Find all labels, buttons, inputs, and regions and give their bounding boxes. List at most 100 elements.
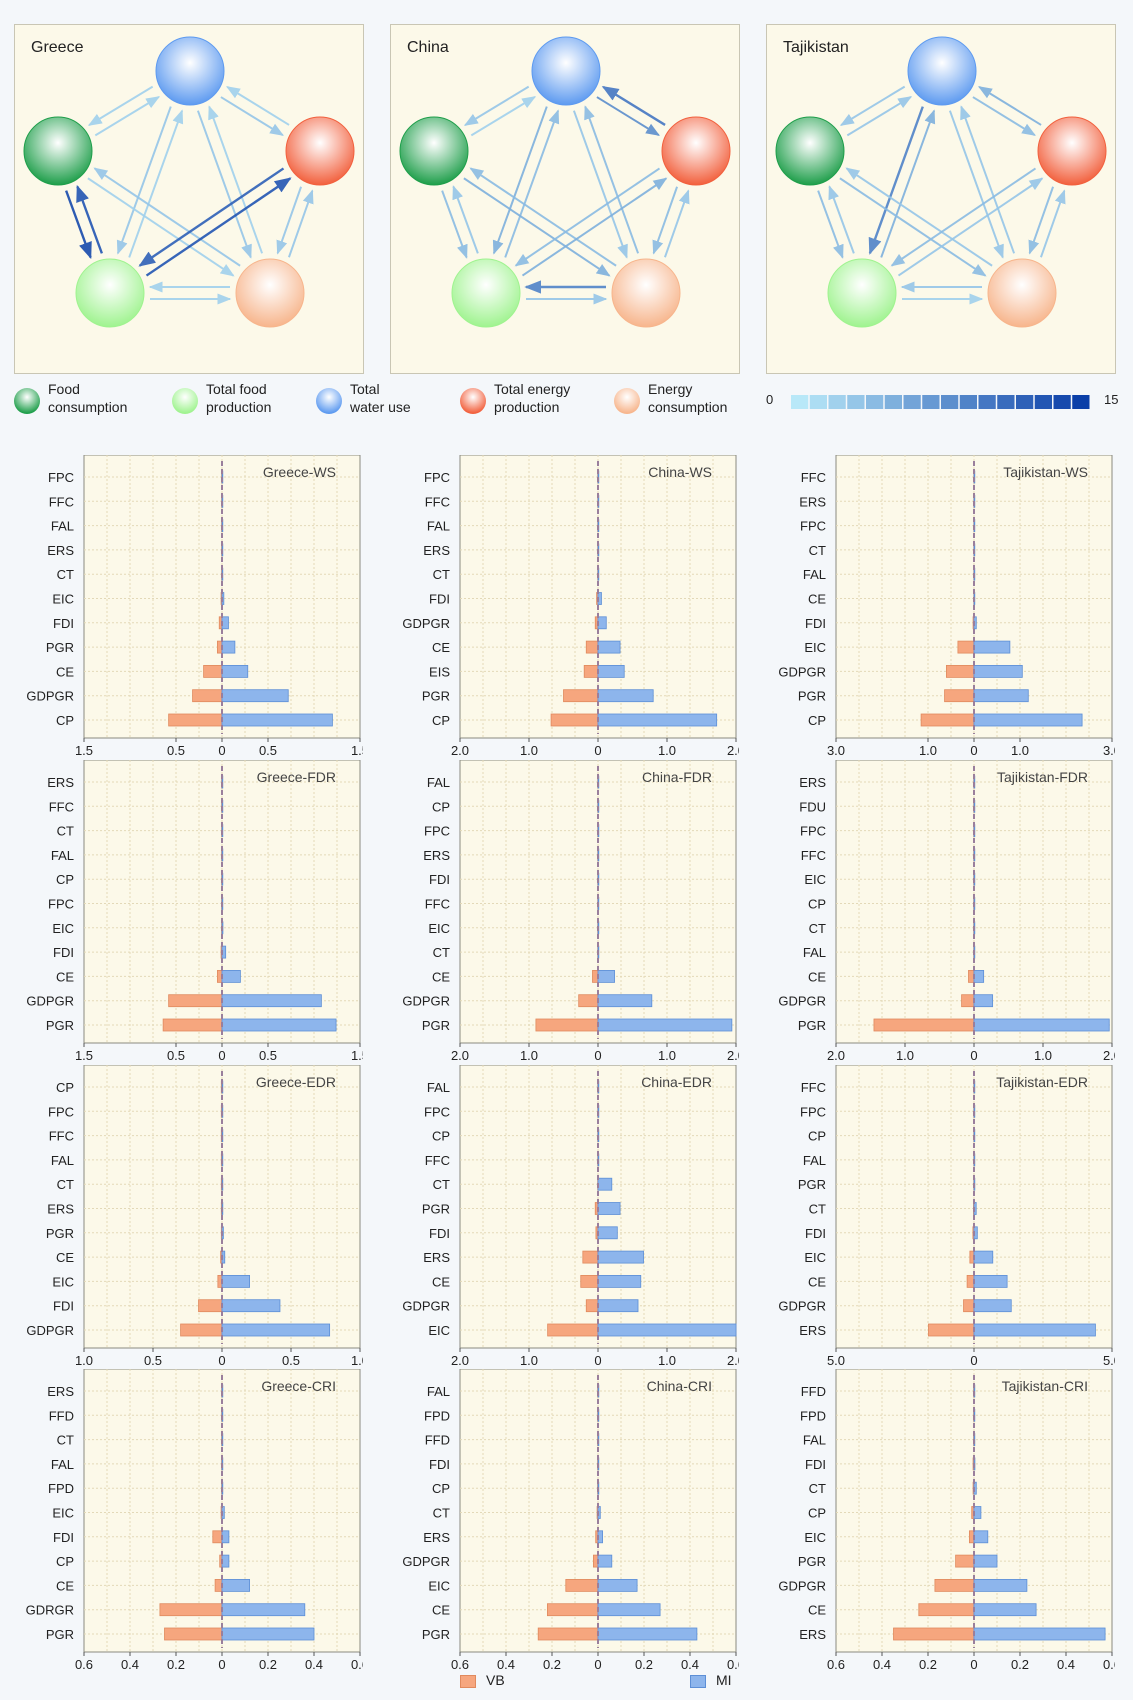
tick-label: 0 bbox=[218, 1048, 225, 1063]
vb-bar bbox=[945, 664, 975, 678]
water-node bbox=[907, 36, 977, 106]
water-node bbox=[531, 36, 601, 106]
energy-production-node bbox=[661, 116, 731, 186]
vb-bar bbox=[214, 1578, 223, 1592]
category-label: CT bbox=[433, 567, 450, 582]
category-label: PGR bbox=[798, 1018, 826, 1033]
tick-label: 0.5 bbox=[144, 1353, 162, 1368]
category-label: CT bbox=[57, 567, 74, 582]
vb-bar bbox=[203, 664, 223, 678]
vb-bar bbox=[957, 640, 975, 654]
tick-label: 0.5 bbox=[167, 743, 185, 758]
category-label: ERS bbox=[47, 543, 74, 558]
mi-bar bbox=[973, 1627, 1106, 1641]
network-panel-china: China bbox=[390, 24, 740, 374]
network-link bbox=[463, 177, 611, 277]
legend-label: Energy bbox=[648, 381, 693, 397]
category-label: PGR bbox=[422, 1627, 450, 1642]
energy-consumption-node bbox=[235, 258, 305, 328]
tick-label: 0 bbox=[970, 743, 977, 758]
category-label: FFC bbox=[49, 1129, 74, 1144]
category-label: FFC bbox=[801, 848, 826, 863]
network-link bbox=[208, 105, 264, 254]
category-label: FPC bbox=[48, 470, 74, 485]
mi-bar bbox=[597, 664, 625, 678]
network-link bbox=[145, 177, 292, 277]
tick-label: 2.0 bbox=[827, 1048, 845, 1063]
network-link bbox=[87, 177, 235, 277]
scale-step bbox=[959, 395, 977, 409]
bar-chart: FFD FPD FAL FDI CT CP EIC PGR GDPGR CE ERS Tajikist… bbox=[778, 1369, 1115, 1672]
category-label: FFC bbox=[425, 1153, 450, 1168]
tick-label: 0.4 bbox=[305, 1657, 323, 1672]
tick-label: 0.4 bbox=[497, 1657, 515, 1672]
category-label: GDPGR bbox=[778, 664, 826, 679]
scale-step bbox=[847, 395, 865, 409]
category-label: FFC bbox=[425, 494, 450, 509]
mi-bar bbox=[597, 1274, 642, 1288]
category-label: CT bbox=[433, 1506, 450, 1521]
color-scale-bar bbox=[791, 395, 1090, 409]
legend-label: Food bbox=[48, 381, 80, 397]
category-label: CT bbox=[57, 1177, 74, 1192]
category-label: FDI bbox=[53, 945, 74, 960]
mi-bar bbox=[221, 994, 322, 1008]
chart-title: Tajikistan-EDR bbox=[996, 1074, 1088, 1090]
scale-step bbox=[1034, 395, 1052, 409]
category-label: ERS bbox=[799, 494, 826, 509]
category-label: ERS bbox=[423, 1530, 450, 1545]
category-label: FAL bbox=[427, 1080, 450, 1095]
chart-title: China-EDR bbox=[641, 1074, 712, 1090]
network-panel-greece: Greece bbox=[14, 24, 364, 374]
vb-bar bbox=[918, 1603, 975, 1617]
category-label: GDPGR bbox=[26, 1323, 74, 1338]
food-consumption-node bbox=[399, 116, 469, 186]
tick-label: 0.5 bbox=[167, 1048, 185, 1063]
network-link bbox=[226, 86, 290, 126]
category-label: CT bbox=[57, 824, 74, 839]
category-label: CE bbox=[56, 1250, 74, 1265]
tick-label: 1.0 bbox=[658, 1048, 676, 1063]
category-label: PGR bbox=[422, 689, 450, 704]
category-label: ERS bbox=[423, 1250, 450, 1265]
category-label: FDI bbox=[429, 872, 450, 887]
tick-label: 5.0 bbox=[827, 1353, 845, 1368]
mi-swatch-icon bbox=[690, 1674, 706, 1688]
vb-bar bbox=[961, 994, 975, 1008]
category-label: FDI bbox=[805, 1226, 826, 1241]
network-link bbox=[116, 106, 172, 255]
network-link bbox=[972, 96, 1036, 136]
category-label: FFC bbox=[801, 470, 826, 485]
category-label: EIC bbox=[52, 592, 74, 607]
vb-bar bbox=[168, 994, 223, 1008]
network-link bbox=[470, 96, 537, 137]
tick-label: 2.0 bbox=[1103, 1048, 1115, 1063]
legend-label: VB bbox=[486, 1672, 505, 1688]
vb-bar bbox=[565, 1578, 599, 1592]
vb-bar bbox=[164, 1627, 223, 1641]
category-label: FAL bbox=[803, 1433, 826, 1448]
network-link bbox=[880, 109, 936, 258]
chart-title: Greece-CRI bbox=[261, 1378, 336, 1394]
category-label: GDPGR bbox=[778, 1578, 826, 1593]
vb-bar bbox=[578, 994, 599, 1008]
network-diagram-tajikistan bbox=[775, 36, 1107, 328]
category-label: FAL bbox=[803, 1153, 826, 1168]
water-use-node-icon bbox=[316, 388, 342, 414]
category-label: FPC bbox=[424, 824, 450, 839]
category-label: GDPGR bbox=[778, 1299, 826, 1314]
legend-mi: MI bbox=[690, 1672, 732, 1688]
category-label: FPC bbox=[48, 897, 74, 912]
category-label: EIC bbox=[804, 872, 826, 887]
category-label: CP bbox=[56, 713, 74, 728]
mi-bar bbox=[221, 969, 241, 983]
tick-label: 2.0 bbox=[451, 743, 469, 758]
legend-label: consumption bbox=[48, 399, 128, 415]
network-link bbox=[817, 190, 844, 259]
category-label: ERS bbox=[47, 775, 74, 790]
category-label: FAL bbox=[803, 945, 826, 960]
category-label: GDPGR bbox=[402, 616, 450, 631]
bar-chart: ERS FFC CT FAL CP FPC EIC FDI CE GDPGR PGR Greece-F… bbox=[26, 760, 363, 1063]
category-label: CE bbox=[808, 592, 826, 607]
network-link bbox=[846, 96, 913, 137]
